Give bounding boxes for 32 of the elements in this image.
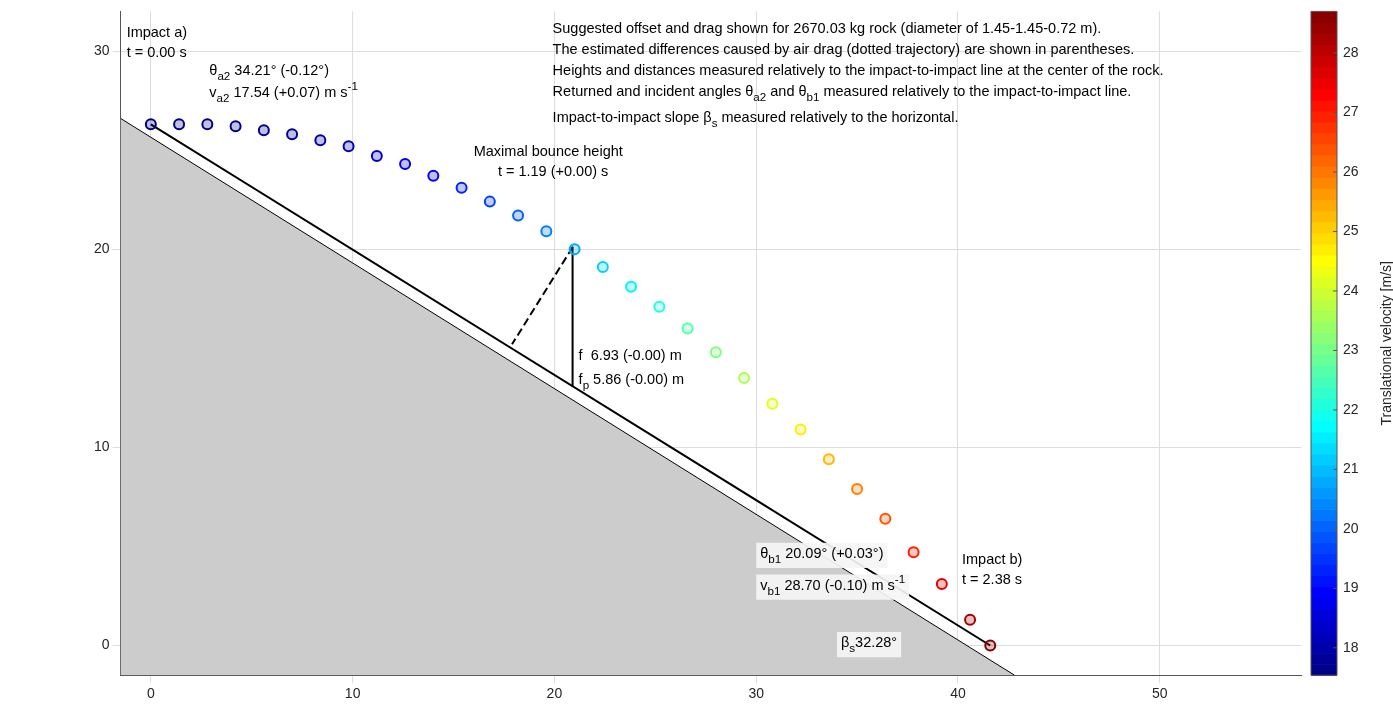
annotation: Impact a) (126, 24, 188, 41)
color-bar-title: Translational velocity [m/s] (1377, 261, 1393, 426)
color-bar-label: 21 (1343, 460, 1359, 477)
color-bar-label: 26 (1343, 162, 1359, 179)
annotation: t = 2.38 s (962, 571, 1023, 588)
annotation: Maximal bounce height (473, 143, 623, 160)
color-bar-label: 23 (1343, 341, 1359, 358)
y-tick-label: 30 (93, 41, 110, 58)
color-bar-label: 22 (1343, 400, 1359, 417)
color-bar-label: 25 (1343, 222, 1359, 239)
annotation: f 6.93 (-0.00) m (578, 347, 682, 364)
annotation: t = 1.19 (+0.00) s (497, 162, 609, 179)
x-tick-label: 0 (146, 685, 155, 702)
x-tick-label: 30 (748, 685, 765, 702)
color-bar-label: 19 (1343, 579, 1359, 596)
color-bar-label: 20 (1343, 519, 1359, 536)
color-bar-label: 28 (1343, 43, 1359, 60)
annotation: t = 0.00 s (126, 44, 187, 61)
color-bar-label: 18 (1343, 638, 1359, 655)
annotation: Impact b) (962, 551, 1023, 568)
x-tick-label: 20 (546, 685, 563, 702)
x-tick-label: 40 (950, 685, 966, 702)
annotation: Heights and distances measured relatively to the impact-to-impact line at the center of the rock. (552, 62, 1164, 79)
annotation: Suggested offset and drag shown for 2670.03 kg rock (diameter of 1.45-1.45-0.72 m). (552, 20, 1102, 37)
y-tick-label: 10 (93, 438, 110, 455)
y-tick-label: 0 (101, 636, 110, 653)
color-bar-label: 24 (1343, 281, 1359, 298)
color-bar-label: 27 (1343, 103, 1359, 120)
x-tick-label: 10 (344, 685, 361, 702)
y-tick-label: 20 (93, 240, 110, 257)
annotation: The estimated differences caused by air drag (dotted trajectory) are shown in parentheses. (552, 41, 1135, 58)
x-tick-label: 50 (1151, 685, 1168, 702)
